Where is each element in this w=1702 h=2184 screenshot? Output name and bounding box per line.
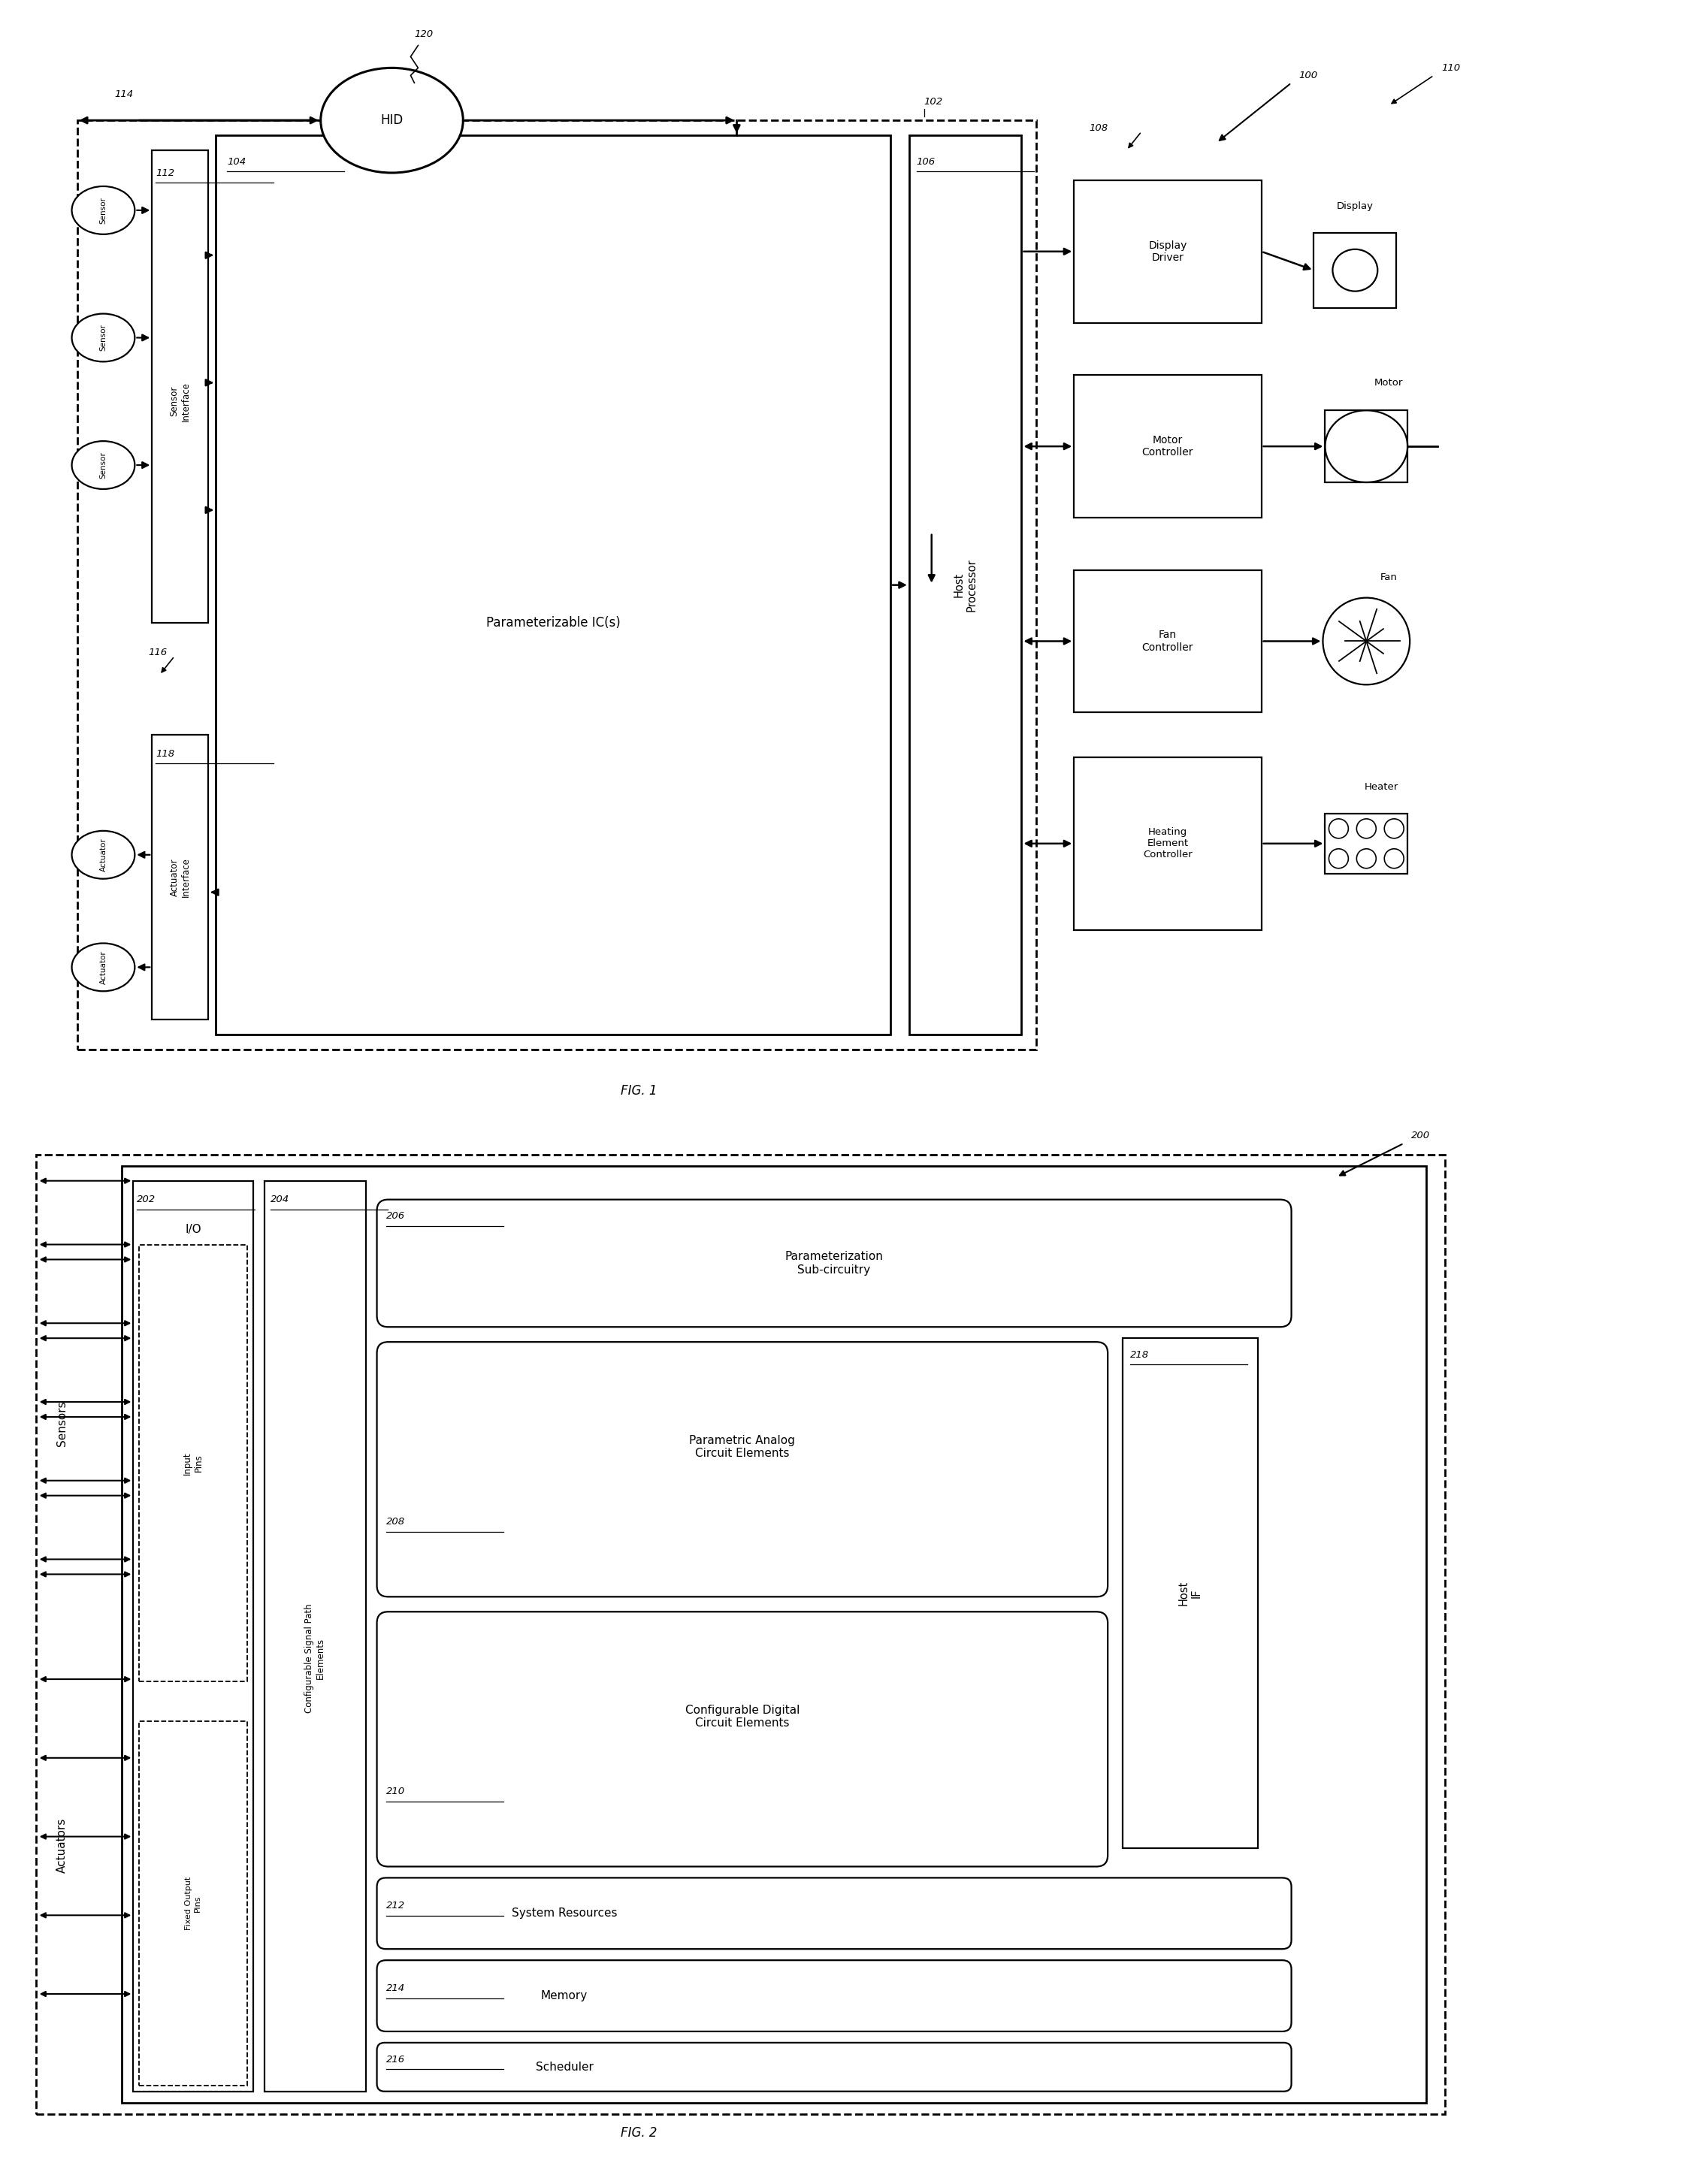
Ellipse shape <box>1333 249 1377 290</box>
FancyBboxPatch shape <box>376 1341 1108 1597</box>
Text: Input
Pins: Input Pins <box>182 1452 204 1474</box>
Bar <box>151 734 208 1020</box>
Text: Configurable Signal Path
Elements: Configurable Signal Path Elements <box>305 1603 325 1712</box>
Text: Parameterizable IC(s): Parameterizable IC(s) <box>485 616 620 629</box>
Text: 206: 206 <box>386 1212 405 1221</box>
Text: Configurable Digital
Circuit Elements: Configurable Digital Circuit Elements <box>686 1704 800 1730</box>
Bar <box>123 1166 1426 2103</box>
Text: Memory: Memory <box>541 1990 587 2001</box>
Ellipse shape <box>71 943 134 992</box>
Text: 120: 120 <box>414 28 434 39</box>
Text: Display: Display <box>1336 201 1374 212</box>
Text: Heating
Element
Controller: Heating Element Controller <box>1144 828 1193 860</box>
Text: Host
IF: Host IF <box>1178 1581 1202 1605</box>
Bar <box>133 1182 254 2092</box>
Text: Parametric Analog
Circuit Elements: Parametric Analog Circuit Elements <box>689 1435 795 1459</box>
Text: 106: 106 <box>917 157 936 166</box>
Ellipse shape <box>1384 819 1404 839</box>
Text: 214: 214 <box>386 1983 405 1994</box>
Text: Host
Processor: Host Processor <box>953 559 977 612</box>
Bar <box>140 1245 247 1682</box>
Text: 100: 100 <box>1299 70 1317 81</box>
Bar <box>216 135 890 1035</box>
Bar <box>1326 815 1408 874</box>
Text: Sensor: Sensor <box>99 323 107 352</box>
FancyBboxPatch shape <box>376 1199 1292 1328</box>
Ellipse shape <box>1326 411 1408 483</box>
Text: Display
Driver: Display Driver <box>1149 240 1186 262</box>
Bar <box>1123 1339 1258 1848</box>
Bar <box>1074 181 1261 323</box>
Text: Actuator
Interface: Actuator Interface <box>170 858 191 898</box>
Text: 102: 102 <box>924 96 943 107</box>
Text: Scheduler: Scheduler <box>536 2062 594 2073</box>
Bar <box>909 135 1021 1035</box>
FancyBboxPatch shape <box>376 1878 1292 1948</box>
Text: Motor: Motor <box>1375 378 1402 387</box>
Text: 210: 210 <box>386 1787 405 1797</box>
Text: 218: 218 <box>1130 1350 1149 1361</box>
Text: 204: 204 <box>271 1195 289 1203</box>
Text: Parameterization
Sub-circuitry: Parameterization Sub-circuitry <box>785 1251 883 1275</box>
Bar <box>36 1155 1445 2114</box>
Text: Sensors: Sensors <box>56 1400 68 1446</box>
FancyBboxPatch shape <box>376 1612 1108 1867</box>
Bar <box>140 1721 247 2086</box>
Text: 118: 118 <box>157 749 175 758</box>
Text: 114: 114 <box>114 90 133 98</box>
Bar <box>1074 570 1261 712</box>
Text: 110: 110 <box>1442 63 1460 72</box>
Text: Actuator: Actuator <box>99 839 107 871</box>
Text: 112: 112 <box>157 168 175 177</box>
Text: 200: 200 <box>1411 1131 1430 1140</box>
Text: HID: HID <box>381 114 403 127</box>
Text: Fan: Fan <box>1380 572 1397 583</box>
Ellipse shape <box>1329 850 1348 869</box>
Ellipse shape <box>1322 598 1409 684</box>
Ellipse shape <box>1356 850 1377 869</box>
Bar <box>77 120 1037 1051</box>
Ellipse shape <box>1356 819 1377 839</box>
Text: Sensor: Sensor <box>99 197 107 223</box>
Text: Motor
Controller: Motor Controller <box>1142 435 1193 459</box>
Ellipse shape <box>71 314 134 363</box>
Ellipse shape <box>1384 850 1404 869</box>
Text: Fixed Output
Pins: Fixed Output Pins <box>186 1876 201 1931</box>
Text: Sensor: Sensor <box>99 452 107 478</box>
Text: 212: 212 <box>386 1900 405 1911</box>
Text: Actuator: Actuator <box>99 950 107 985</box>
Ellipse shape <box>71 830 134 878</box>
Text: System Resources: System Resources <box>512 1909 618 1920</box>
Ellipse shape <box>320 68 463 173</box>
Text: 202: 202 <box>138 1195 157 1203</box>
Text: Actuators: Actuators <box>56 1817 68 1874</box>
Text: 208: 208 <box>386 1518 405 1527</box>
Text: 108: 108 <box>1089 122 1108 133</box>
Bar <box>151 151 208 622</box>
Bar <box>1326 411 1408 483</box>
FancyBboxPatch shape <box>376 2042 1292 2092</box>
Ellipse shape <box>71 441 134 489</box>
Text: 104: 104 <box>226 157 245 166</box>
Ellipse shape <box>1329 819 1348 839</box>
Bar <box>264 1182 366 2092</box>
Text: Sensor
Interface: Sensor Interface <box>170 382 191 422</box>
Bar <box>1314 234 1396 308</box>
Bar <box>1074 376 1261 518</box>
Text: 216: 216 <box>386 2055 405 2064</box>
Text: I/O: I/O <box>186 1223 201 1236</box>
Text: Heater: Heater <box>1365 782 1399 793</box>
Bar <box>1074 758 1261 930</box>
Text: FIG. 2: FIG. 2 <box>621 2125 657 2140</box>
FancyBboxPatch shape <box>376 1961 1292 2031</box>
Text: Fan
Controller: Fan Controller <box>1142 629 1193 653</box>
Text: FIG. 1: FIG. 1 <box>621 1083 657 1099</box>
Text: 116: 116 <box>148 649 167 657</box>
Ellipse shape <box>71 186 134 234</box>
